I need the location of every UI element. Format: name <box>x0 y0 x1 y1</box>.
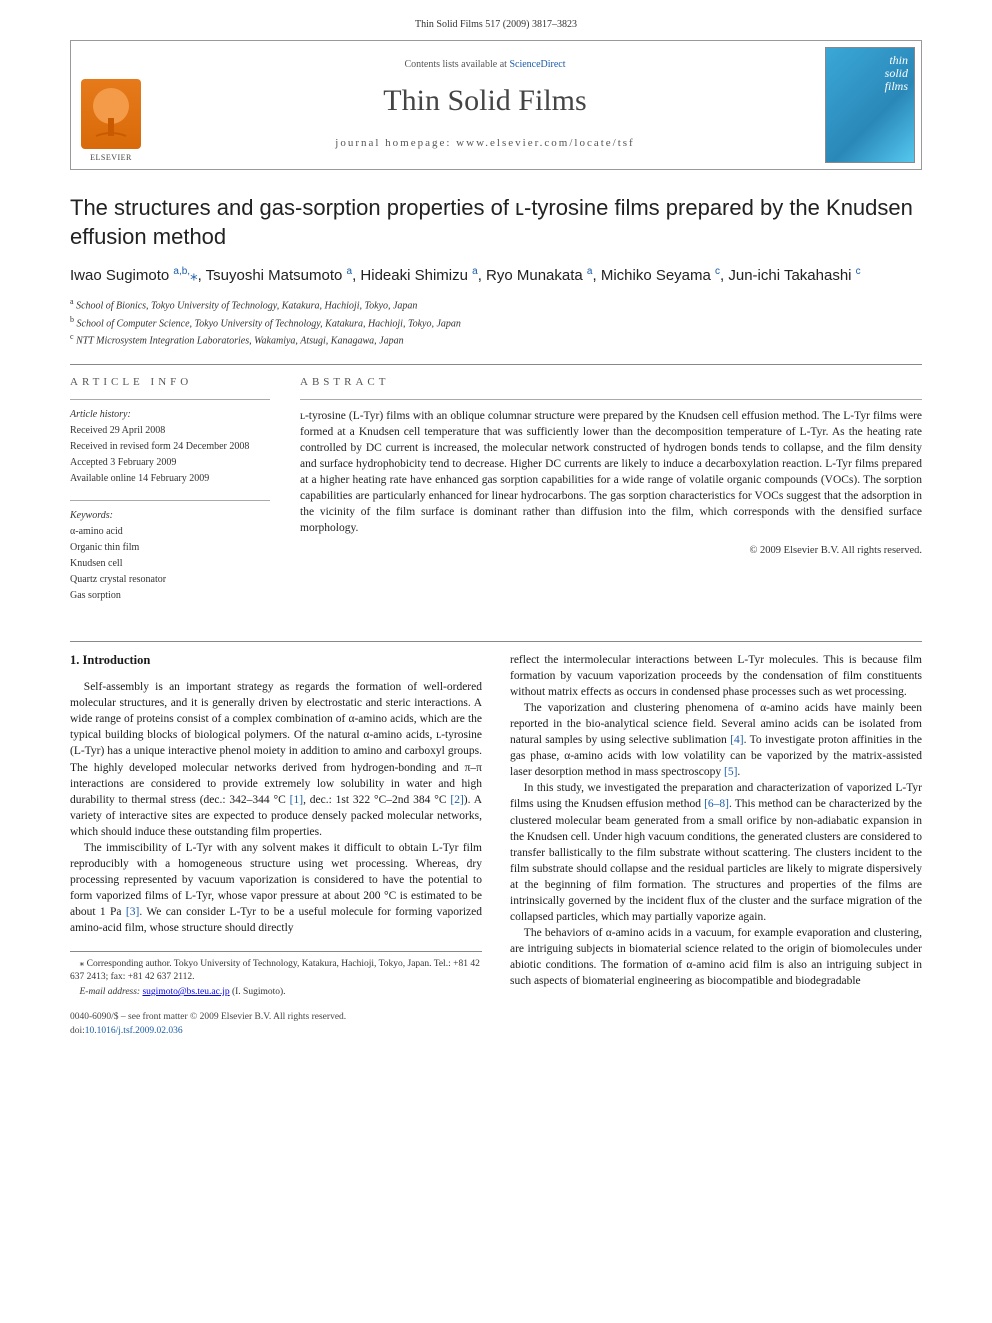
running-head: Thin Solid Films 517 (2009) 3817–3823 <box>0 0 992 40</box>
footer-front-matter: 0040-6090/$ – see front matter © 2009 El… <box>70 1012 346 1022</box>
history-online: Available online 14 February 2009 <box>70 472 270 486</box>
elsevier-label: ELSEVIER <box>90 152 132 163</box>
affiliation-c-text: NTT Microsystem Integration Laboratories… <box>76 335 404 346</box>
affiliation-c: c NTT Microsystem Integration Laboratori… <box>70 331 922 348</box>
journal-masthead: ELSEVIER Contents lists available at Sci… <box>70 40 922 170</box>
body-p5: In this study, we investigated the prepa… <box>510 780 922 925</box>
keyword-4: Gas sorption <box>70 589 270 603</box>
affiliation-a-text: School of Bionics, Tokyo University of T… <box>76 301 417 312</box>
footnote-block: ⁎ Corresponding author. Tokyo University… <box>70 951 482 1000</box>
ref-link[interactable]: [6–8] <box>704 798 729 810</box>
ref-link[interactable]: [2] <box>450 794 463 806</box>
doi-label: doi: <box>70 1026 85 1036</box>
ref-link[interactable]: [3] <box>126 906 139 918</box>
keyword-1: Organic thin film <box>70 541 270 555</box>
body-p3: reflect the intermolecular interactions … <box>510 652 922 700</box>
email-label: E-mail address: <box>80 987 141 997</box>
info-rule-2 <box>70 500 270 501</box>
contents-prefix: Contents lists available at <box>404 59 509 70</box>
keywords-block: Keywords: α-amino acid Organic thin film… <box>70 509 270 603</box>
authors-line: Iwao Sugimoto a,b,⁎, Tsuyoshi Matsumoto … <box>70 265 922 286</box>
abstract-text: ʟ-tyrosine (L-Tyr) films with an oblique… <box>300 408 922 537</box>
info-rule <box>70 399 270 400</box>
info-abstract-row: article info Article history: Received 2… <box>70 375 922 616</box>
corresponding-author: ⁎ Corresponding author. Tokyo University… <box>70 958 482 985</box>
body-p2: The immiscibility of L-Tyr with any solv… <box>70 840 482 937</box>
body-p1: Self-assembly is an important strategy a… <box>70 679 482 840</box>
ref-link[interactable]: [1] <box>290 794 303 806</box>
journal-title: Thin Solid Films <box>383 80 586 122</box>
keyword-2: Knudsen cell <box>70 557 270 571</box>
abstract-rule <box>300 399 922 400</box>
rule-above-info <box>70 364 922 365</box>
body-p4: The vaporization and clustering phenomen… <box>510 700 922 780</box>
article-content: The structures and gas-sorption properti… <box>0 194 992 999</box>
affiliation-b: b School of Computer Science, Tokyo Univ… <box>70 314 922 331</box>
history-block: Article history: Received 29 April 2008 … <box>70 408 270 486</box>
ref-link[interactable]: [4] <box>730 734 743 746</box>
elsevier-logo: ELSEVIER <box>71 41 151 169</box>
elsevier-tree-icon <box>81 79 141 149</box>
section-1-heading: 1. Introduction <box>70 652 482 670</box>
sciencedirect-link[interactable]: ScienceDirect <box>509 59 565 70</box>
contents-available-line: Contents lists available at ScienceDirec… <box>404 58 565 72</box>
cover-line1: thin <box>889 53 908 67</box>
cover-line2: solid <box>885 66 908 80</box>
article-info: article info Article history: Received 2… <box>70 375 270 616</box>
history-revised: Received in revised form 24 December 200… <box>70 440 270 454</box>
keywords-label: Keywords: <box>70 509 270 523</box>
keyword-0: α-amino acid <box>70 525 270 539</box>
keyword-3: Quartz crystal resonator <box>70 573 270 587</box>
journal-cover-thumb: thin solid films <box>825 47 915 163</box>
journal-homepage: journal homepage: www.elsevier.com/locat… <box>335 136 634 151</box>
abstract-heading: abstract <box>300 375 922 390</box>
ref-link[interactable]: [5] <box>724 766 737 778</box>
rule-below-abstract <box>70 641 922 642</box>
history-accepted: Accepted 3 February 2009 <box>70 456 270 470</box>
email-who: (I. Sugimoto). <box>232 987 286 997</box>
history-label: Article history: <box>70 408 270 422</box>
history-received: Received 29 April 2008 <box>70 424 270 438</box>
body-p6: The behaviors of α-amino acids in a vacu… <box>510 925 922 989</box>
article-info-heading: article info <box>70 375 270 390</box>
affiliations: a School of Bionics, Tokyo University of… <box>70 296 922 348</box>
abstract-copyright: © 2009 Elsevier B.V. All rights reserved… <box>300 544 922 559</box>
footer: 0040-6090/$ – see front matter © 2009 El… <box>0 1011 992 1058</box>
journal-center: Contents lists available at ScienceDirec… <box>151 41 819 169</box>
cover-line3: films <box>885 79 908 93</box>
article-title: The structures and gas-sorption properti… <box>70 194 922 251</box>
cover-text: thin solid films <box>885 54 908 94</box>
affiliation-b-text: School of Computer Science, Tokyo Univer… <box>77 318 461 329</box>
email-link[interactable]: sugimoto@bs.teu.ac.jp <box>142 987 229 997</box>
abstract: abstract ʟ-tyrosine (L-Tyr) films with a… <box>300 375 922 616</box>
affiliation-a: a School of Bionics, Tokyo University of… <box>70 296 922 313</box>
email-line: E-mail address: sugimoto@bs.teu.ac.jp (I… <box>70 986 482 999</box>
doi-link[interactable]: 10.1016/j.tsf.2009.02.036 <box>85 1026 183 1036</box>
body-columns: 1. Introduction Self-assembly is an impo… <box>70 652 922 1000</box>
